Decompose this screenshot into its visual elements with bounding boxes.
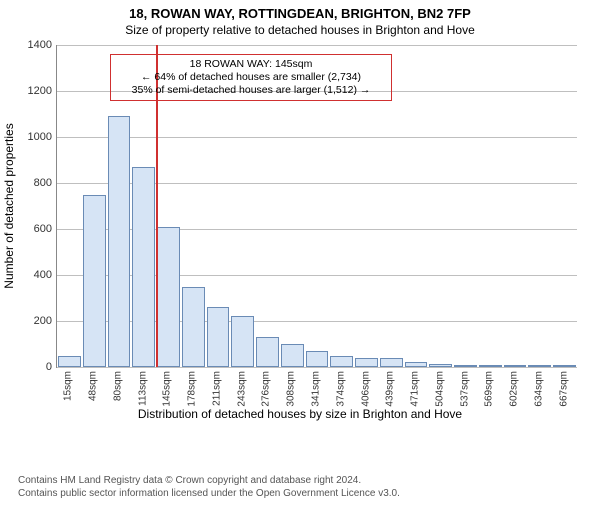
- histogram-bar: [355, 358, 378, 367]
- annotation-box: 18 ROWAN WAY: 145sqm← 64% of detached ho…: [110, 54, 392, 101]
- histogram-bar: [256, 337, 279, 367]
- x-tick-label: 48sqm: [88, 371, 99, 401]
- x-tick-label: 145sqm: [162, 371, 173, 407]
- x-tick-label: 634sqm: [533, 371, 544, 407]
- x-tick-label: 439sqm: [385, 371, 396, 407]
- x-tick-label: 308sqm: [286, 371, 297, 407]
- annotation-line: ← 64% of detached houses are smaller (2,…: [117, 71, 385, 84]
- gridline: [57, 367, 577, 368]
- annotation-line: 18 ROWAN WAY: 145sqm: [117, 58, 385, 71]
- x-tick-label: 471sqm: [410, 371, 421, 407]
- x-tick-label: 602sqm: [509, 371, 520, 407]
- x-tick-label: 276sqm: [261, 371, 272, 407]
- footer-line-2: Contains public sector information licen…: [18, 488, 400, 501]
- x-tick-label: 80sqm: [112, 371, 123, 401]
- x-tick-label: 178sqm: [187, 371, 198, 407]
- x-tick-label: 667sqm: [558, 371, 569, 407]
- chart-title: 18, ROWAN WAY, ROTTINGDEAN, BRIGHTON, BN…: [0, 6, 600, 21]
- histogram-bar: [281, 344, 304, 367]
- x-tick-label: 243sqm: [236, 371, 247, 407]
- chart-subtitle: Size of property relative to detached ho…: [0, 23, 600, 37]
- histogram-bar: [429, 364, 452, 367]
- histogram-bar: [132, 167, 155, 367]
- x-tick-label: 537sqm: [459, 371, 470, 407]
- histogram-bar: [504, 365, 527, 367]
- histogram-bar: [380, 358, 403, 367]
- x-tick-label: 569sqm: [484, 371, 495, 407]
- x-axis-label: Distribution of detached houses by size …: [0, 407, 600, 421]
- histogram-bar: [553, 365, 576, 367]
- y-tick-label: 200: [12, 315, 52, 327]
- y-tick-label: 1000: [12, 131, 52, 143]
- gridline: [57, 137, 577, 138]
- histogram-bar: [306, 351, 329, 367]
- y-tick-label: 600: [12, 223, 52, 235]
- x-tick-label: 341sqm: [311, 371, 322, 407]
- histogram-bar: [83, 195, 106, 368]
- footer-line-1: Contains HM Land Registry data © Crown c…: [18, 475, 400, 488]
- y-tick-label: 400: [12, 269, 52, 281]
- histogram-bar: [108, 116, 131, 367]
- histogram-bar: [454, 365, 477, 367]
- histogram-bar: [479, 365, 502, 367]
- histogram-bar: [405, 362, 428, 367]
- histogram-bar: [207, 307, 230, 367]
- x-tick-label: 504sqm: [434, 371, 445, 407]
- x-tick-label: 211sqm: [211, 371, 222, 406]
- chart-container: Number of detached properties 0 200 400 600…: [0, 41, 600, 421]
- histogram-bar: [330, 356, 353, 368]
- y-tick-label: 1200: [12, 85, 52, 97]
- histogram-bar: [528, 365, 551, 367]
- x-tick-label: 374sqm: [335, 371, 346, 407]
- annotation-line: 35% of semi-detached houses are larger (…: [117, 84, 385, 97]
- histogram-bar: [157, 227, 180, 367]
- y-tick-label: 1400: [12, 39, 52, 51]
- attribution-footer: Contains HM Land Registry data © Crown c…: [18, 475, 400, 500]
- histogram-bar: [231, 316, 254, 367]
- y-tick-label: 0: [12, 361, 52, 373]
- x-tick-label: 406sqm: [360, 371, 371, 407]
- gridline: [57, 45, 577, 46]
- histogram-bar: [182, 287, 205, 368]
- x-tick-label: 15sqm: [63, 371, 74, 401]
- y-axis-label: Number of detached properties: [2, 123, 16, 288]
- histogram-bar: [58, 356, 81, 368]
- y-tick-label: 800: [12, 177, 52, 189]
- x-tick-label: 113sqm: [137, 371, 148, 406]
